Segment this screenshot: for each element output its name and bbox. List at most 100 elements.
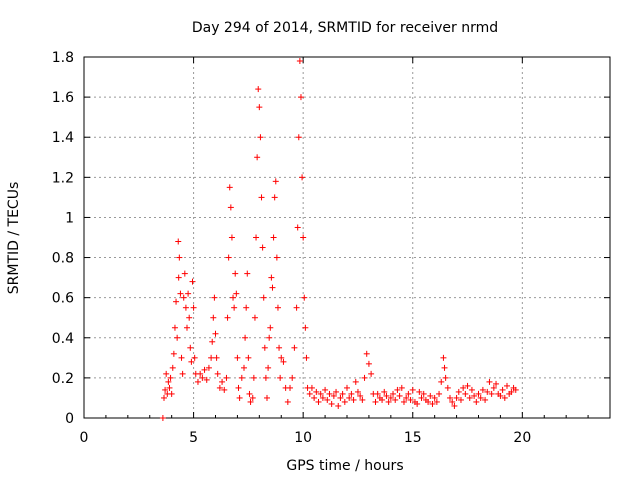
data-point bbox=[455, 388, 462, 395]
data-point bbox=[253, 234, 260, 241]
data-point bbox=[390, 390, 397, 397]
data-point bbox=[453, 394, 460, 401]
data-point bbox=[234, 354, 241, 361]
data-point bbox=[254, 154, 261, 161]
data-point bbox=[188, 358, 195, 365]
data-point bbox=[276, 344, 283, 351]
data-point bbox=[374, 390, 381, 397]
data-point bbox=[291, 344, 298, 351]
data-point bbox=[245, 354, 252, 361]
data-point bbox=[337, 394, 344, 401]
data-point bbox=[216, 384, 223, 391]
data-point bbox=[264, 394, 271, 401]
data-point bbox=[299, 174, 306, 181]
data-point bbox=[214, 370, 221, 377]
data-point bbox=[431, 394, 438, 401]
data-point bbox=[475, 390, 482, 397]
data-point bbox=[429, 400, 436, 407]
data-point bbox=[352, 378, 359, 385]
data-point bbox=[289, 374, 296, 381]
data-point bbox=[266, 334, 273, 341]
data-point bbox=[365, 360, 372, 367]
data-point bbox=[268, 274, 275, 281]
data-point bbox=[319, 394, 326, 401]
data-point bbox=[267, 324, 274, 331]
data-point bbox=[383, 392, 390, 399]
data-point bbox=[440, 354, 447, 361]
data-point bbox=[277, 374, 284, 381]
data-point bbox=[221, 386, 228, 393]
data-point bbox=[294, 224, 301, 231]
x-tick-label: 10 bbox=[294, 430, 312, 446]
data-point bbox=[165, 378, 172, 385]
data-point bbox=[462, 390, 469, 397]
data-point bbox=[160, 394, 167, 401]
data-point bbox=[168, 390, 175, 397]
data-point bbox=[201, 366, 208, 373]
data-point bbox=[159, 415, 166, 421]
data-point bbox=[466, 394, 473, 401]
y-tick-label: 1 bbox=[65, 210, 74, 226]
data-point bbox=[251, 314, 258, 321]
data-point bbox=[482, 396, 489, 403]
data-point bbox=[381, 388, 388, 395]
data-point bbox=[348, 390, 355, 397]
data-point bbox=[270, 234, 277, 241]
data-point bbox=[208, 354, 215, 361]
data-point bbox=[227, 204, 234, 211]
data-point bbox=[308, 384, 315, 391]
data-point bbox=[175, 238, 182, 245]
data-point bbox=[493, 380, 500, 387]
data-point bbox=[258, 194, 265, 201]
data-point bbox=[244, 270, 251, 277]
data-point bbox=[508, 388, 515, 395]
data-point bbox=[420, 390, 427, 397]
data-point bbox=[246, 390, 253, 397]
data-point bbox=[225, 254, 232, 261]
data-point bbox=[173, 298, 180, 305]
data-point bbox=[359, 396, 366, 403]
data-point bbox=[181, 270, 188, 277]
axis-ticks: 0 5 10 15 20 0 0.2 0.4 0.6 0.8 1 1.2 1.4 1.6 1.8 bbox=[52, 50, 610, 446]
data-point bbox=[361, 374, 368, 381]
data-point bbox=[272, 178, 279, 185]
data-point bbox=[403, 394, 410, 401]
data-point bbox=[295, 134, 302, 141]
data-point bbox=[242, 334, 249, 341]
data-point bbox=[247, 398, 254, 405]
data-point bbox=[233, 290, 240, 297]
data-point bbox=[433, 398, 440, 405]
data-point bbox=[191, 354, 198, 361]
data-point bbox=[259, 244, 266, 251]
data-point bbox=[344, 384, 350, 391]
data-point bbox=[278, 354, 285, 361]
data-point bbox=[473, 398, 480, 405]
data-point bbox=[499, 386, 506, 393]
data-point bbox=[464, 382, 471, 389]
data-point bbox=[414, 400, 421, 407]
data-point bbox=[357, 392, 364, 399]
data-point bbox=[447, 394, 454, 401]
data-point bbox=[243, 304, 250, 311]
data-point bbox=[179, 370, 186, 377]
data-point bbox=[497, 392, 504, 399]
data-point bbox=[271, 194, 278, 201]
data-point bbox=[326, 390, 333, 397]
data-point bbox=[224, 314, 231, 321]
data-point bbox=[199, 374, 206, 381]
data-point bbox=[425, 398, 432, 405]
data-point bbox=[180, 294, 187, 301]
data-points bbox=[159, 58, 519, 421]
data-point bbox=[335, 402, 342, 409]
data-point bbox=[212, 330, 219, 337]
y-tick-label: 1.6 bbox=[52, 90, 74, 106]
data-point bbox=[339, 390, 346, 397]
data-point bbox=[231, 304, 238, 311]
data-point bbox=[512, 386, 519, 393]
data-point bbox=[306, 390, 313, 397]
x-tick-label: 0 bbox=[80, 430, 89, 446]
data-point bbox=[471, 392, 478, 399]
data-point bbox=[398, 384, 405, 391]
y-tick-label: 0.6 bbox=[52, 291, 74, 307]
